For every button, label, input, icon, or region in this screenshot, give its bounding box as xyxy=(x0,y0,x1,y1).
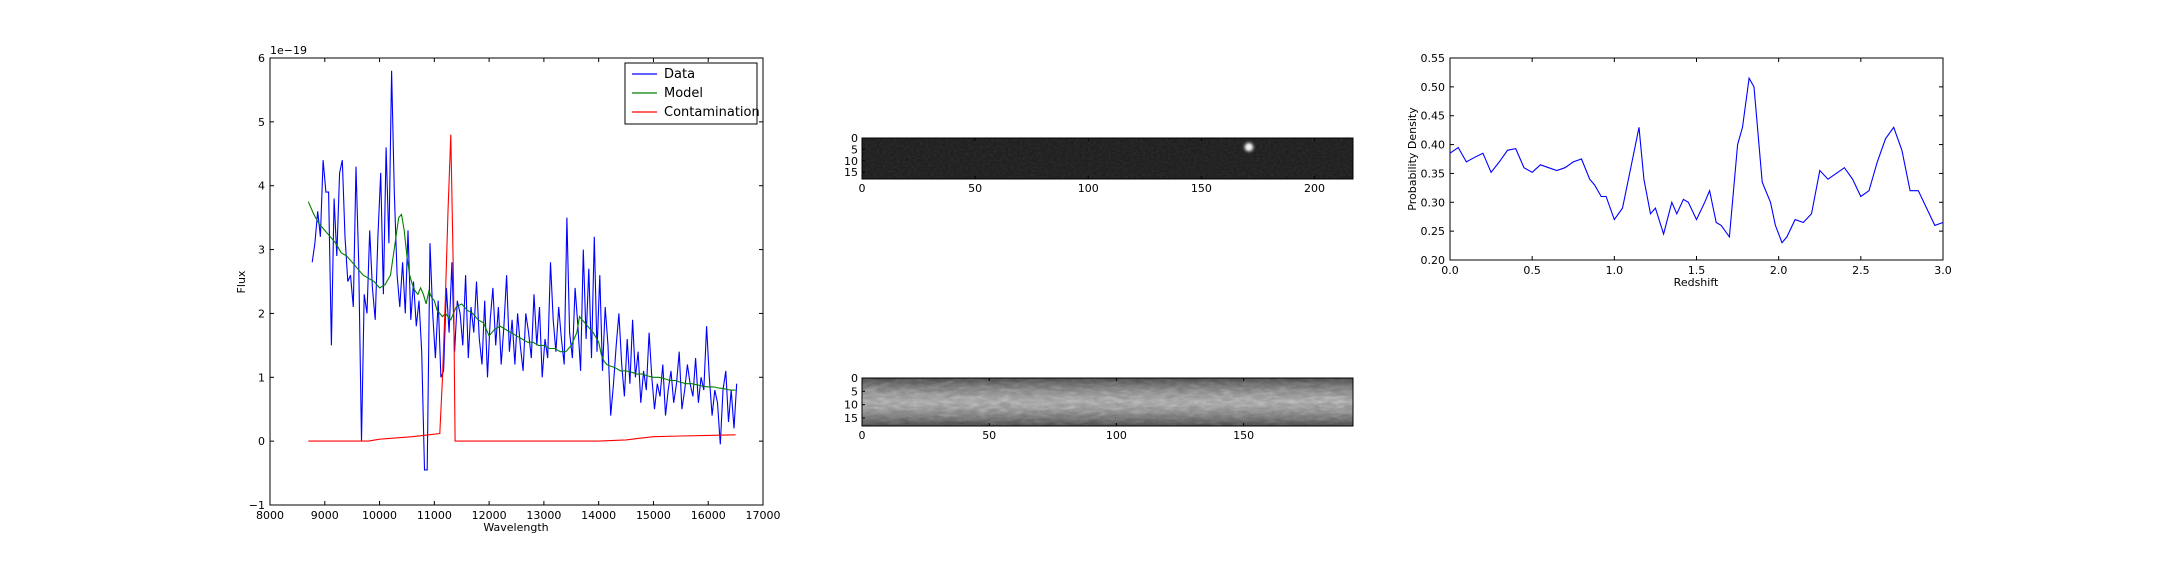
redshift-xlabel: Redshift xyxy=(1674,276,1719,289)
spectrum-xtick-label: 16000 xyxy=(691,509,726,522)
spectrum-ytick-label: 1 xyxy=(258,371,265,384)
spectrum-2d-bottom-xtick-label: 0 xyxy=(859,429,866,442)
spectrum-2d-top-xtick-label: 100 xyxy=(1078,182,1099,195)
spectrum-ytick-label: 4 xyxy=(258,180,265,193)
spectrum-ytick-label: 3 xyxy=(258,244,265,257)
spectrum-2d-bottom-ytick-label: 15 xyxy=(844,412,858,425)
bright-source-spot xyxy=(1240,139,1257,156)
spectrum-2d-top-noise xyxy=(862,138,1353,179)
spectrum-series-data-line xyxy=(311,70,738,471)
spectrum-2d-top-frame xyxy=(861,137,1354,180)
spectrum-xlabel: Wavelength xyxy=(483,521,548,534)
spectrum-xtick-label: 11000 xyxy=(417,509,452,522)
redshift-ytick-label: 0.40 xyxy=(1421,139,1446,152)
spectrum-xtick-label: 9000 xyxy=(311,509,339,522)
redshift-pdf-plot: 0.0 0.5 1.0 1.5 2.0 2.5 3.0 0.20 0.25 0.30 0.35 0.4… xyxy=(1406,52,1952,289)
redshift-ytick-label: 0.35 xyxy=(1421,167,1446,180)
spectrum-xtick-label: 15000 xyxy=(636,509,671,522)
spectrum-2d-top-ytick-label: 5 xyxy=(851,143,858,156)
spectrum-legend: Data Model Contamination xyxy=(624,62,760,125)
spectrum-plot: 8000 9000 10000 11000 12000 13000 14000 15000 16… xyxy=(235,44,781,534)
spectrum-2d-bottom-ytick-label: 0 xyxy=(851,372,858,385)
spectrum-series-model-line xyxy=(307,201,736,391)
redshift-xtick-label: 1.5 xyxy=(1688,264,1706,277)
redshift-ytick-label: 0.25 xyxy=(1421,225,1446,238)
spectrum-2d-top-ytick-label: 10 xyxy=(844,155,858,168)
redshift-xtick-label: 2.5 xyxy=(1852,264,1870,277)
legend-label-contamination: Contamination xyxy=(664,105,760,120)
redshift-ylabel: Probability Density xyxy=(1406,107,1419,211)
spectrum-ytick-label: 0 xyxy=(258,435,265,448)
redshift-xtick-label: 2.0 xyxy=(1770,264,1788,277)
redshift-ytick-label: 0.55 xyxy=(1421,52,1446,65)
spectrum-ytick-label: −1 xyxy=(249,499,265,512)
spectrum-ytick-label: 5 xyxy=(258,116,265,129)
spectrum-2d-top-ytick-label: 0 xyxy=(851,132,858,145)
spectrum-xtick-label: 13000 xyxy=(526,509,561,522)
spectrum-2d-bottom-frame xyxy=(861,377,1354,427)
spectrum-2d-top-xtick-label: 0 xyxy=(859,182,866,195)
spectrum-ytick-label: 2 xyxy=(258,307,265,320)
spectrum-offset-text: 1e−19 xyxy=(270,44,307,57)
redshift-ytick-label: 0.20 xyxy=(1421,254,1446,267)
spectrum-2d-top-ytick-label: 15 xyxy=(844,166,858,179)
redshift-xtick-label: 0.0 xyxy=(1441,264,1459,277)
spectrum-2d-top-xtick-label: 200 xyxy=(1304,182,1325,195)
spectrum-xtick-label: 14000 xyxy=(581,509,616,522)
spectrum-ylabel: Flux xyxy=(235,270,248,293)
redshift-ytick-label: 0.45 xyxy=(1421,110,1446,123)
spectrum-2d-top-xtick-label: 50 xyxy=(968,182,982,195)
spectrum-xtick-label: 12000 xyxy=(472,509,507,522)
spectrum-2d-bottom-ytick-label: 5 xyxy=(851,385,858,398)
spectrum-plot-frame xyxy=(269,57,764,506)
redshift-xtick-label: 0.5 xyxy=(1523,264,1541,277)
legend-label-data: Data xyxy=(664,67,695,82)
legend-label-model: Model xyxy=(664,86,703,101)
spectrum-ytick-label: 6 xyxy=(258,52,265,65)
redshift-ytick-label: 0.30 xyxy=(1421,196,1446,209)
spectrum-2d-bottom-ytick-label: 10 xyxy=(844,399,858,412)
spectrum-2d-bottom-trace xyxy=(862,378,1353,426)
spectrum-series-contamination-line xyxy=(308,134,736,442)
spectrum-xtick-label: 10000 xyxy=(362,509,397,522)
redshift-xtick-label: 3.0 xyxy=(1934,264,1952,277)
spectrum-2d-bottom-xtick-label: 50 xyxy=(982,429,996,442)
spectrum-2d-bottom-xtick-label: 100 xyxy=(1106,429,1127,442)
spectrum-2d-top-xtick-label: 150 xyxy=(1191,182,1212,195)
spectrum-xtick-label: 8000 xyxy=(256,509,284,522)
redshift-pdf-frame xyxy=(1449,57,1944,261)
redshift-ytick-label: 0.50 xyxy=(1421,81,1446,94)
redshift-series-p-z--line xyxy=(1449,76,1944,244)
spectrum-xtick-label: 17000 xyxy=(746,509,781,522)
spectrum-2d-bottom-xtick-label: 150 xyxy=(1233,429,1254,442)
redshift-xtick-label: 1.0 xyxy=(1606,264,1624,277)
